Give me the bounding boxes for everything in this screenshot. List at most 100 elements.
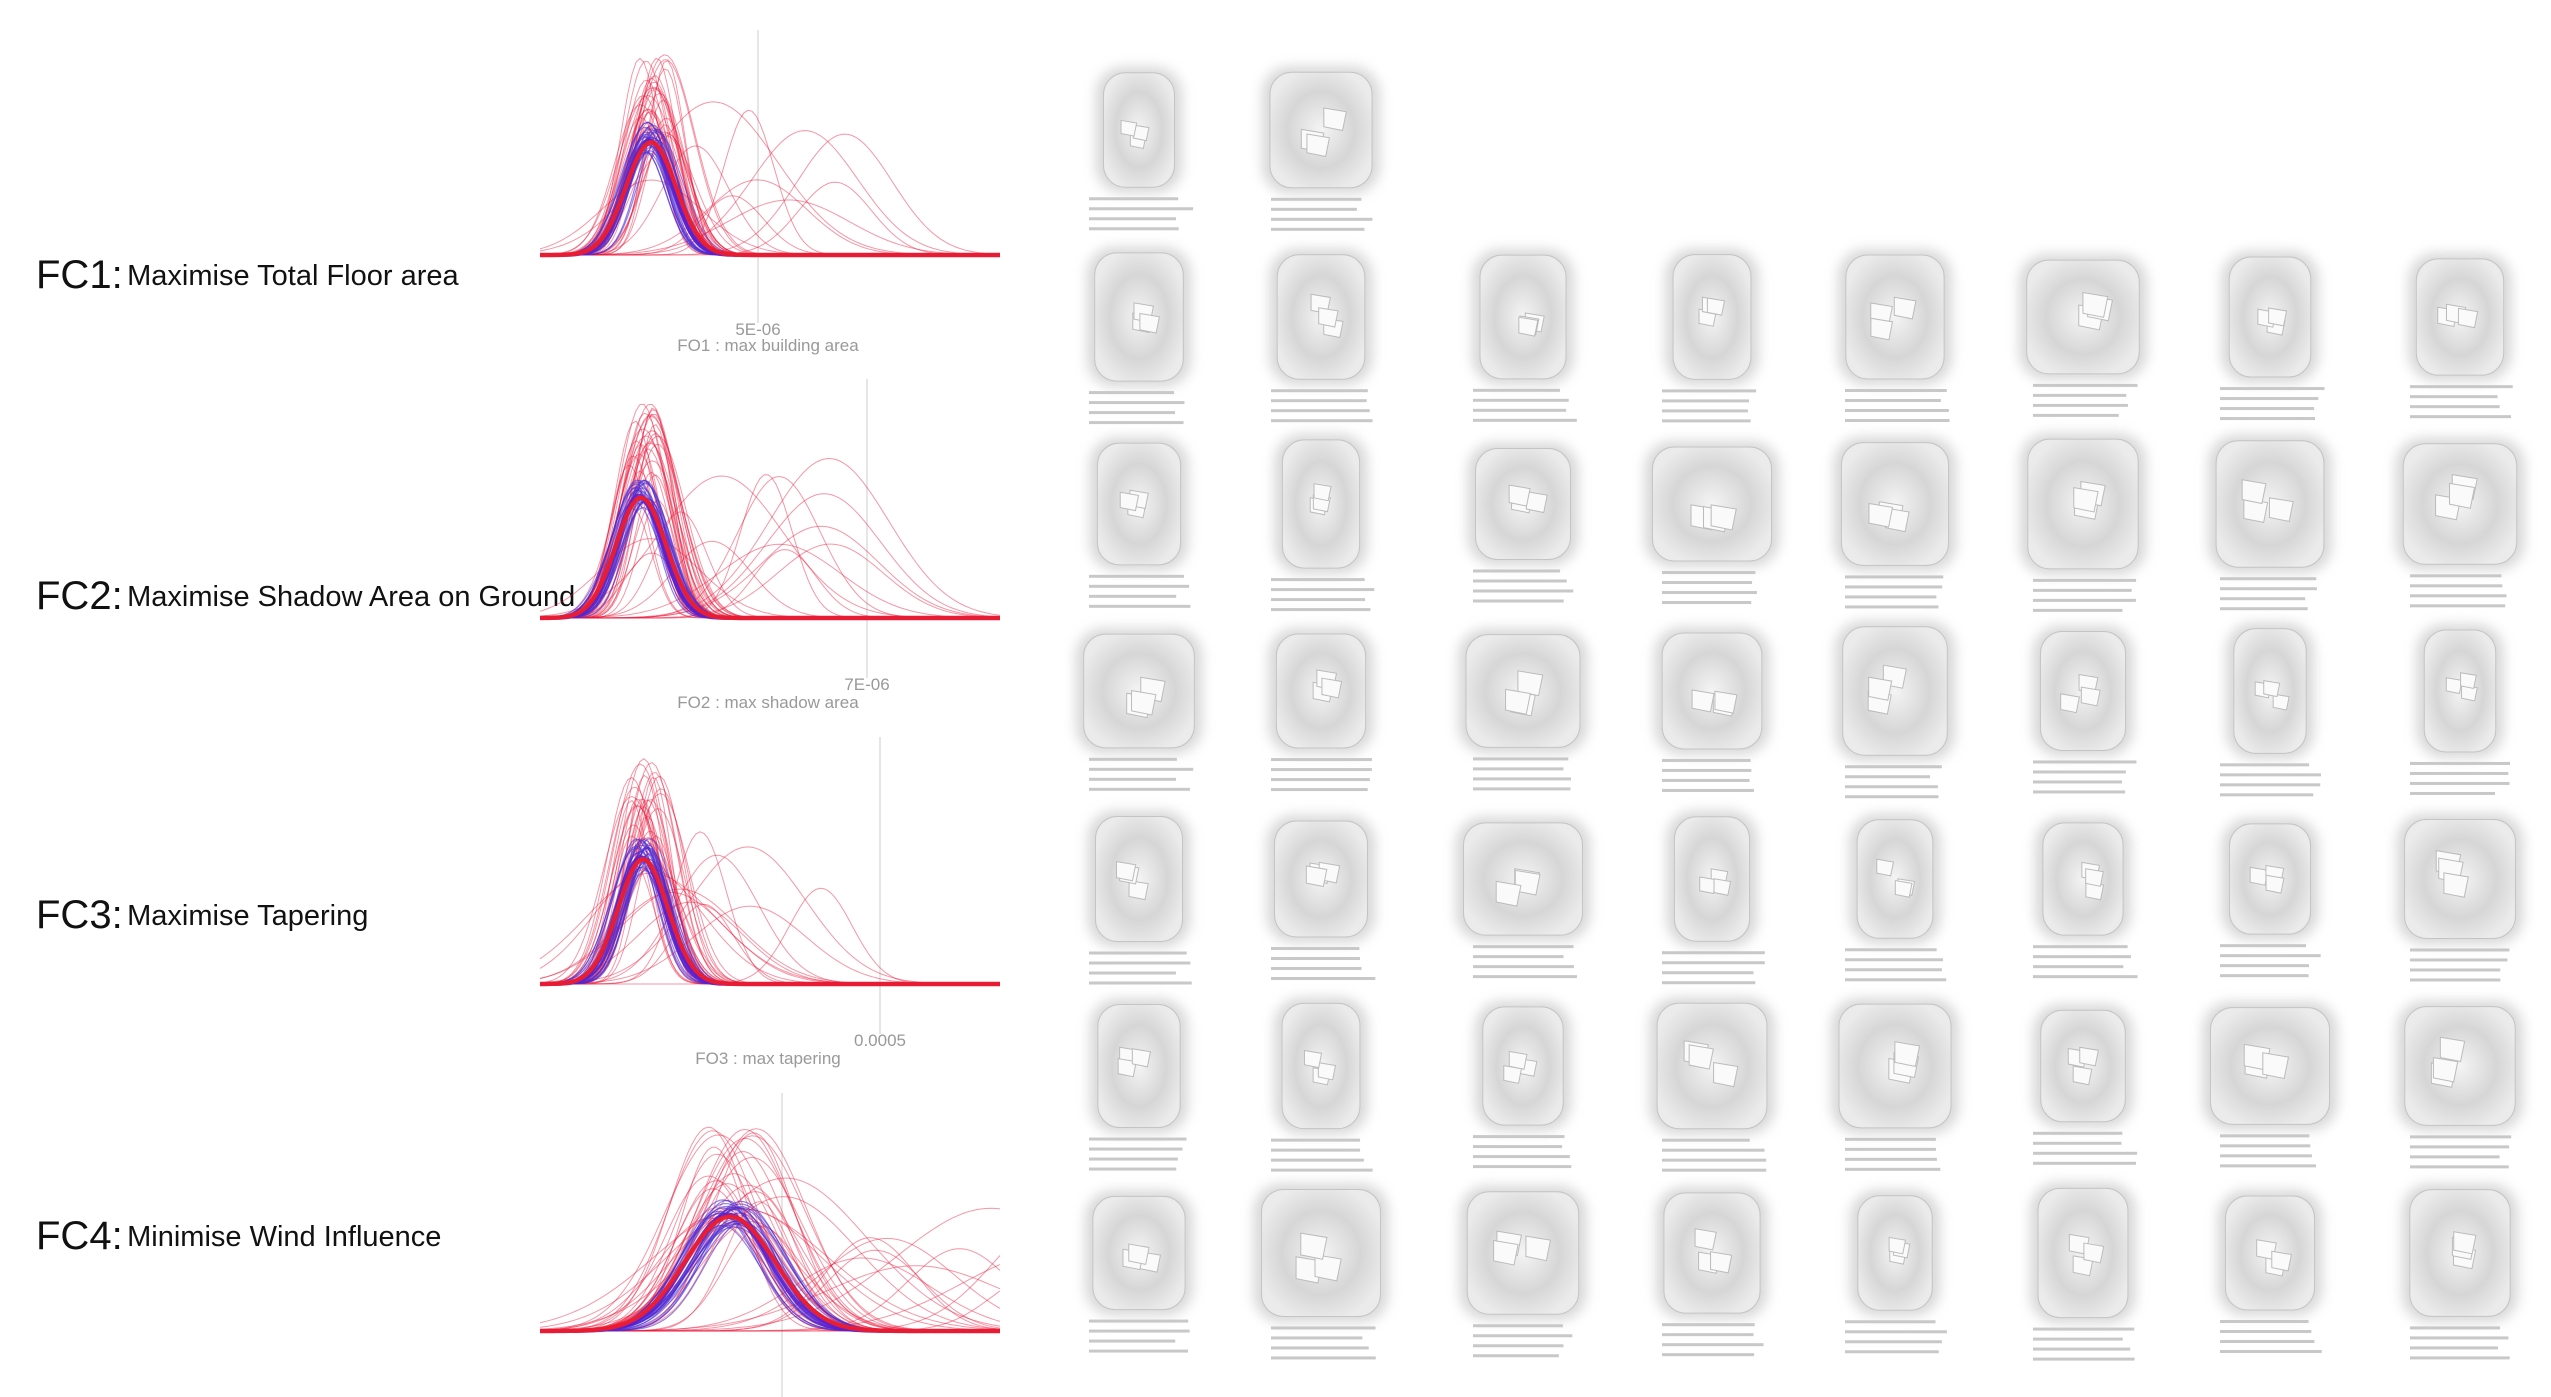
caption-line [1662,1138,1750,1142]
building-facet [1128,1243,1150,1265]
caption-line [1473,408,1567,412]
building-facet [2443,872,2469,898]
criterion-label: FC2: Maximise Shadow Area on Ground [36,574,575,618]
caption-line [2033,1141,2122,1145]
caption-line [1089,604,1191,608]
caption-line [1271,399,1367,403]
caption-line [2220,773,2321,777]
caption-line [2410,1165,2509,1169]
distribution-curve [540,181,1000,256]
distribution-curve [540,1220,1000,1332]
caption-line [1662,981,1756,985]
building-facet [2457,307,2479,329]
building-facet [2073,487,2099,513]
caption-line [1845,1330,1947,1334]
caption-line [1662,951,1765,955]
caption-line [1662,768,1752,772]
distribution-curve [540,525,1001,619]
building-facet [1306,133,1331,158]
caption-line [1845,605,1939,609]
caption-line [1845,595,1937,599]
criterion-code: FC1: [36,253,123,297]
design-thumbnail [2396,1000,2524,1169]
caption-line [1271,227,1365,231]
caption-line [2220,974,2309,978]
caption-line [2220,1339,2315,1343]
building-massing [1651,446,1773,562]
design-thumbnail [1075,628,1203,791]
distribution-curve [540,1128,1000,1332]
caption-line [1662,1323,1755,1327]
caption-line [1271,197,1362,201]
design-thumbnail [2018,254,2148,417]
distribution-curves [539,1093,1001,1397]
caption-line [1089,981,1192,985]
distribution-curve [540,493,1001,619]
distribution-curve [540,139,1000,258]
building-facet [1518,316,1539,337]
building-facet [1131,689,1157,716]
design-thumbnail [1833,436,1957,609]
design-thumbnail [1084,1190,1194,1353]
caption-line [2033,383,2138,387]
design-thumbnail [1845,813,1947,982]
caption-line [1271,758,1372,762]
design-thumbnail [2408,252,2513,419]
building-facet [2271,1250,2292,1272]
distribution-curves [539,737,1000,1034]
caption-line [2410,1336,2509,1340]
caption-line [1089,227,1179,231]
building-facet [1116,861,1137,882]
caption-line [2220,1319,2309,1323]
caption-line [2220,964,2309,968]
distribution-curve [540,856,1000,987]
design-thumbnail [1089,437,1191,608]
design-thumbnail [1261,66,1381,231]
caption-line [2033,1327,2135,1331]
caption-line [1473,975,1577,979]
design-thumbnail [2220,622,2321,797]
building-facet [1714,690,1738,714]
caption-line [2410,415,2512,419]
caption-line [2410,791,2496,795]
caption-line [1089,197,1179,201]
distribution-curve [540,130,1001,256]
building-facet [1888,1236,1907,1255]
building-facet [1508,1050,1528,1070]
caption-line [1271,1356,1376,1360]
distribution-curve [540,423,1000,619]
caption-line [1662,961,1765,965]
design-thumbnail [2220,817,2321,978]
criterion-label: FC4: Minimise Wind Influence [36,1214,441,1258]
design-thumbnail [1089,998,1189,1171]
caption-line [1845,1157,1937,1161]
design-thumbnail [1473,1000,1572,1169]
design-thumbnail [2032,625,2137,794]
caption-line [1845,418,1950,422]
caption-line [1089,1147,1183,1151]
caption-line [1089,584,1190,588]
caption-line [1089,1349,1189,1353]
design-thumbnail [1837,249,1953,422]
distribution-curve [540,1220,1000,1332]
building-facet [1893,296,1917,320]
building-facet [1495,880,1522,907]
caption-line [1271,778,1370,782]
caption-line [1845,1350,1939,1354]
building-facet [1317,1062,1337,1081]
caption-line [2410,1356,2510,1360]
caption-line [1845,795,1939,799]
caption-line [1473,777,1571,781]
caption-line [1662,1148,1765,1152]
caption-line [1089,1339,1176,1343]
design-grid [1075,66,2525,1361]
distribution-curves [539,379,1001,678]
caption-line [1089,961,1191,965]
caption-line [1089,951,1187,955]
axis-label: FO3 : max tapering [695,1049,841,1068]
design-thumbnail [1662,248,1759,423]
caption-line [1662,409,1748,413]
caption-line [1473,589,1574,593]
design-thumbnail [1271,433,1375,612]
design-thumbnail [1644,440,1780,605]
